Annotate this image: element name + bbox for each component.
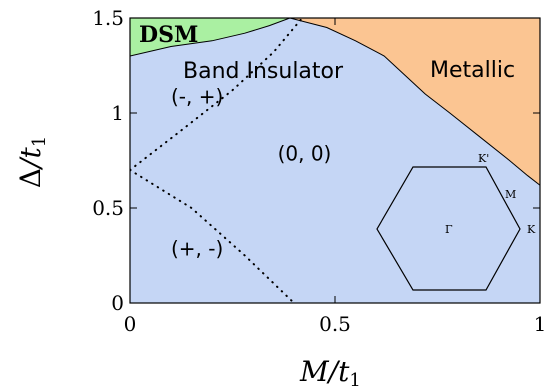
x-axis-title-subscript: 1: [349, 370, 360, 388]
phase-annotation: (-, +): [171, 85, 223, 109]
phase-annotation: (0, 0): [278, 142, 332, 166]
y-axis-title-base: Δ: [14, 168, 47, 188]
band-insulator-label: Band Insulator: [183, 59, 344, 84]
x-axis-title-slash: /: [326, 355, 341, 388]
x-axis-title-t: t: [338, 355, 350, 388]
gamma-point-label: Γ: [445, 223, 453, 236]
metallic-boundary-line: [289, 18, 540, 186]
phase-annotation: (+, -): [171, 237, 223, 261]
dotted-boundaries: [130, 18, 304, 303]
y-tick-label: 0.5: [92, 196, 124, 220]
dotted-line-upper-boundary: [130, 18, 304, 171]
y-axis-title: Δ/t1: [14, 136, 50, 188]
k-prime-point-label: K': [478, 152, 489, 165]
y-axis-ticks: 0 0.5 1 1.5: [92, 6, 540, 315]
brillouin-zone-hexagon: [376, 166, 521, 291]
metallic-label: Metallic: [430, 58, 515, 83]
brillouin-zone-inset: Γ K' M K: [376, 152, 536, 291]
dsm-label: DSM: [139, 22, 198, 48]
y-axis-title-subscript: 1: [29, 136, 50, 147]
y-axis-title-t: t: [14, 147, 47, 159]
y-tick-label: 0: [111, 291, 124, 315]
x-axis-title-base: M: [299, 355, 330, 388]
x-axis-title: M/t1: [299, 355, 361, 388]
x-axis-ticks: 0 0.5 1: [124, 18, 547, 336]
x-tick-label: 1: [534, 312, 547, 336]
y-tick-label: 1.5: [92, 6, 124, 30]
dsm-boundary-line: [130, 18, 291, 57]
x-tick-label: 0: [124, 312, 137, 336]
y-axis-title-slash: /: [14, 156, 47, 171]
y-tick-label: 1: [111, 101, 124, 125]
phase-annotations: (-, +) (0, 0) (+, -): [171, 85, 331, 261]
x-tick-label: 0.5: [319, 312, 351, 336]
k-point-label: K: [527, 223, 536, 236]
metallic-region: [289, 18, 540, 186]
m-point-label: M: [505, 188, 516, 201]
